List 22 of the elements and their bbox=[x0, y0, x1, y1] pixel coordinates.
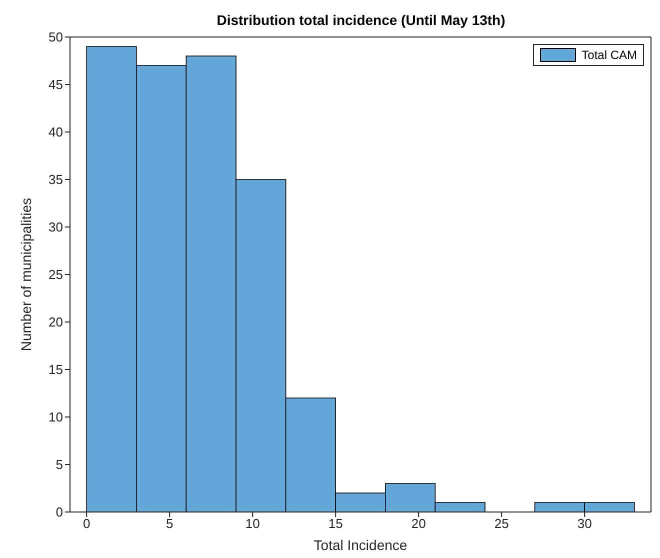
y-tick-label: 15 bbox=[48, 362, 63, 378]
x-tick-label: 25 bbox=[494, 516, 509, 532]
legend-label: Total CAM bbox=[582, 48, 637, 62]
x-tick-label: 0 bbox=[82, 516, 90, 532]
x-tick-label: 10 bbox=[245, 516, 260, 532]
x-tick-label: 15 bbox=[328, 516, 343, 532]
y-tick-label: 20 bbox=[48, 314, 63, 330]
x-tick-label: 20 bbox=[411, 516, 426, 532]
y-tick-label: 45 bbox=[48, 77, 63, 92]
y-tick-label: 10 bbox=[48, 410, 63, 425]
x-tick-label: 30 bbox=[577, 516, 592, 532]
y-tick-label: 35 bbox=[48, 172, 63, 188]
y-tick-label: 0 bbox=[56, 504, 63, 520]
y-tick-label: 40 bbox=[48, 124, 63, 140]
x-tick-label: 5 bbox=[166, 516, 174, 532]
y-axis-title: Number of municipalities bbox=[18, 198, 34, 352]
x-axis-title: Total Incidence bbox=[314, 537, 408, 553]
y-tick-label: 5 bbox=[56, 457, 63, 472]
y-tick-label: 50 bbox=[48, 30, 63, 45]
y-tick-label: 30 bbox=[48, 220, 63, 235]
y-tick-label: 25 bbox=[48, 267, 63, 282]
chart-title: Distribution total incidence (Until May 13th) bbox=[216, 12, 506, 28]
